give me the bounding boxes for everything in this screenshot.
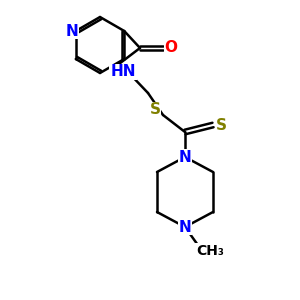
- Text: HN: HN: [110, 64, 136, 80]
- Text: N: N: [65, 23, 78, 38]
- Text: O: O: [164, 40, 178, 56]
- Text: S: S: [215, 118, 226, 133]
- Text: CH₃: CH₃: [196, 244, 224, 258]
- Text: N: N: [178, 149, 191, 164]
- Text: S: S: [149, 103, 161, 118]
- Text: N: N: [178, 220, 191, 235]
